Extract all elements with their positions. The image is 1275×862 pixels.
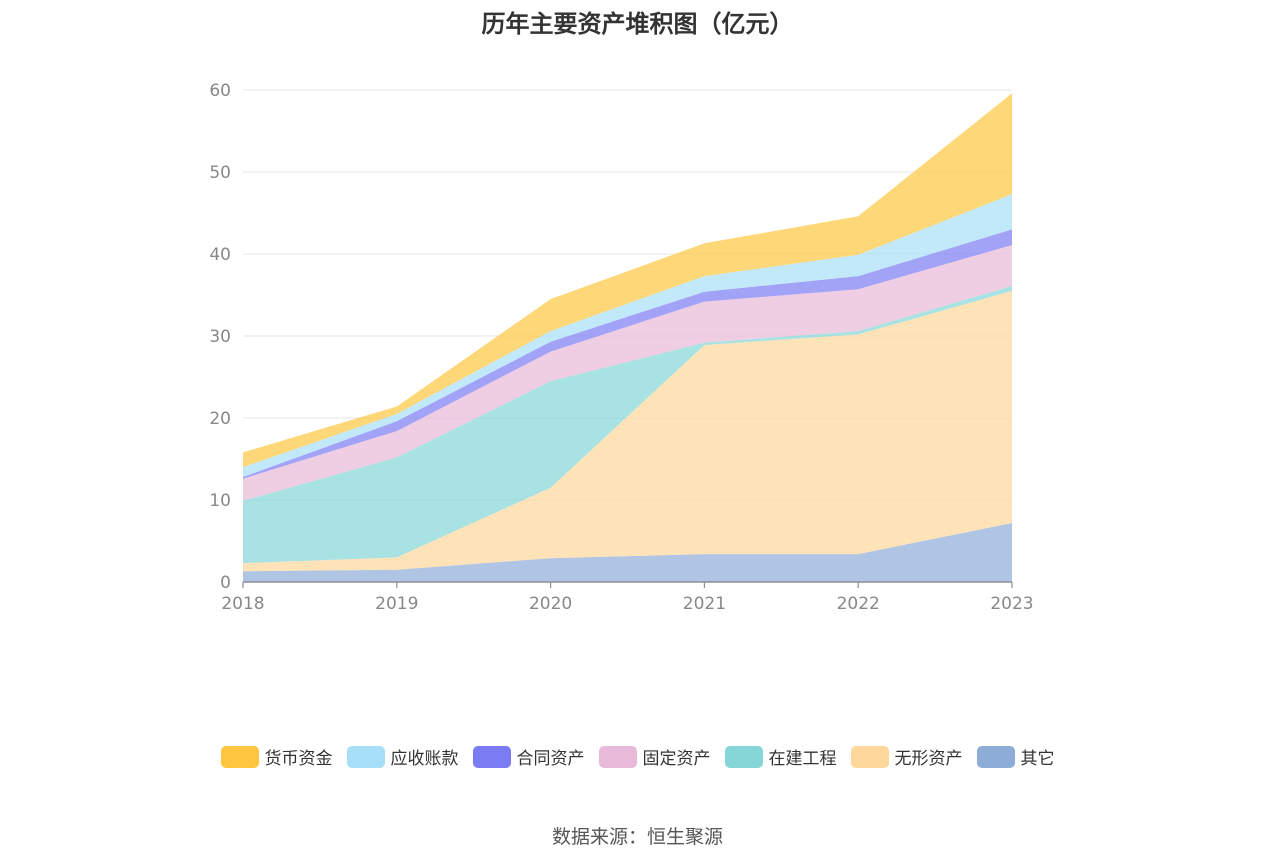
x-tick-label: 2021: [683, 594, 726, 614]
data-source-note: 数据来源：恒生聚源: [551, 826, 723, 848]
legend-label: 无形资产: [894, 749, 963, 769]
y-tick-label: 0: [220, 573, 231, 593]
area-series-其它[interactable]: [243, 523, 1012, 582]
legend-item-receivables[interactable]: 应收账款: [346, 744, 459, 769]
y-tick-label: 60: [209, 81, 231, 101]
area-series-无形资产[interactable]: [243, 290, 1012, 572]
legend-item-intangible[interactable]: 无形资产: [850, 744, 963, 769]
legend-item-other[interactable]: 其它: [976, 744, 1055, 769]
legend-label: 应收账款: [390, 749, 459, 769]
area-series-在建工程[interactable]: [243, 286, 1012, 564]
x-tick-label: 2023: [990, 594, 1033, 614]
legend-swatch: [976, 745, 1015, 768]
y-tick-label: 20: [209, 409, 231, 429]
legend-item-fixed-assets[interactable]: 固定资产: [598, 744, 711, 769]
legend: 货币资金 应收账款 合同资产 固定资产 在建工程 无形资产 其它: [0, 744, 1275, 769]
chart-title: 历年主要资产堆积图（亿元）: [481, 10, 794, 38]
legend-swatch: [598, 745, 637, 768]
legend-swatch: [220, 745, 259, 768]
area-series-合同资产[interactable]: [243, 229, 1012, 479]
axes: 0 10 20 30 40 50 60 2018 2019 2020 2021 2022 2023: [209, 81, 1033, 614]
legend-label: 其它: [1020, 749, 1055, 769]
area-series-固定资产[interactable]: [243, 245, 1012, 501]
legend-label: 在建工程: [768, 749, 837, 769]
area-series-货币资金[interactable]: [243, 93, 1012, 468]
x-tick-label: 2018: [221, 594, 264, 614]
area-series-应收账款[interactable]: [243, 194, 1012, 477]
y-tick-label: 10: [209, 491, 231, 511]
legend-swatch: [724, 745, 763, 768]
x-tick-label: 2022: [837, 594, 880, 614]
legend-item-cash[interactable]: 货币资金: [220, 744, 333, 769]
x-tick-label: 2020: [529, 594, 572, 614]
legend-item-construction[interactable]: 在建工程: [724, 744, 837, 769]
y-tick-label: 30: [209, 327, 231, 347]
legend-label: 固定资产: [642, 749, 711, 769]
legend-item-contract-assets[interactable]: 合同资产: [472, 744, 585, 769]
legend-label: 货币资金: [264, 749, 333, 769]
stacked-area-chart: 0 10 20 30 40 50 60 2018 2019 2020 2021 2022 2023: [209, 81, 1033, 614]
area-series-group: [243, 93, 1012, 582]
legend-swatch: [850, 745, 889, 768]
legend-swatch: [472, 745, 511, 768]
legend-label: 合同资产: [516, 749, 585, 769]
y-tick-label: 40: [209, 245, 231, 265]
y-tick-label: 50: [209, 163, 231, 183]
legend-swatch: [346, 745, 385, 768]
x-tick-label: 2019: [375, 594, 418, 614]
